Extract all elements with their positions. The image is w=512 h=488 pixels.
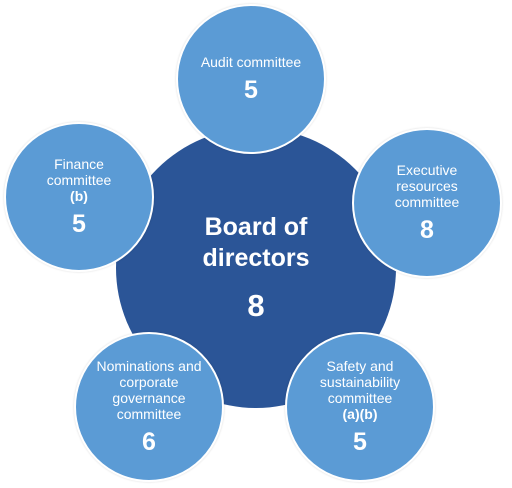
safety-sustainability-committee-label: Safety and sustainability committee [319,357,401,406]
finance-committee-circle: Finance committee (b) 5 [4,122,154,272]
audit-committee-count: 5 [244,75,258,104]
nominations-governance-committee-count: 6 [142,427,156,456]
executive-resources-committee-label: Executive resources committee [394,161,460,210]
audit-committee-label: Audit committee [200,53,302,70]
finance-committee-note: (b) [70,187,88,204]
nominations-governance-committee-label: Nominations and corporate governance com… [96,357,202,422]
safety-sustainability-committee-note: (a)(b) [342,405,378,422]
finance-committee-count: 5 [72,209,86,238]
safety-sustainability-committee-count: 5 [353,427,367,456]
finance-committee-label: Finance committee [46,155,112,188]
nominations-governance-committee-circle: Nominations and corporate governance com… [74,332,224,482]
board-count: 8 [247,288,265,323]
executive-resources-committee-count: 8 [420,215,434,244]
executive-resources-committee-circle: Executive resources committee 8 [352,128,502,278]
board-title: Board of directors [202,213,310,272]
safety-sustainability-committee-circle: Safety and sustainability committee (a)(… [285,332,435,482]
audit-committee-circle: Audit committee 5 [176,4,326,154]
